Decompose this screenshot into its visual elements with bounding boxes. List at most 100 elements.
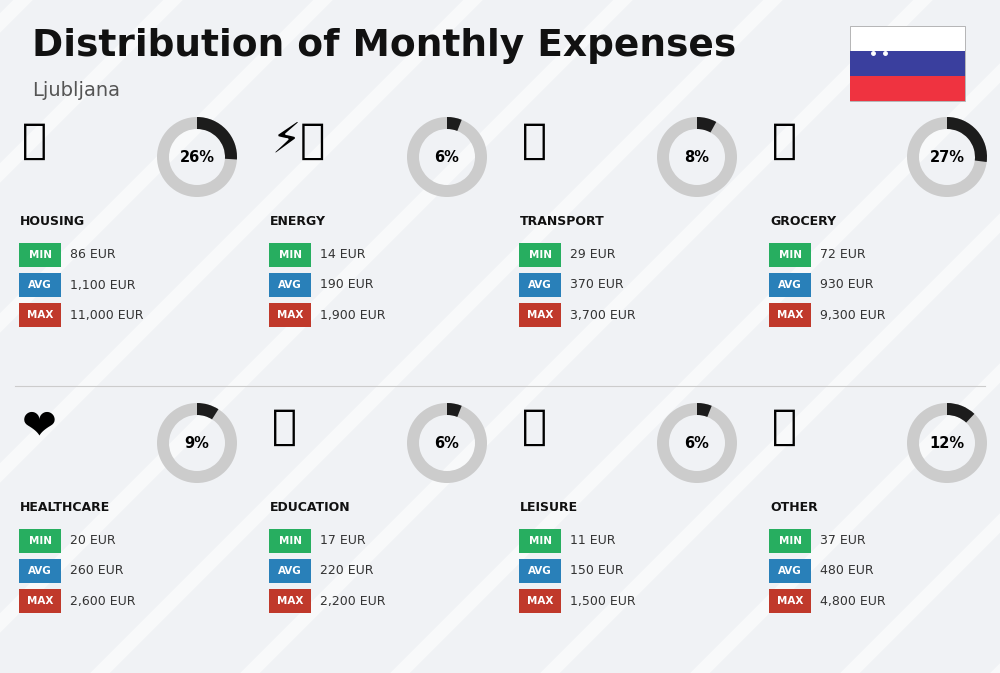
Text: 26%: 26%	[180, 149, 215, 164]
Text: AVG: AVG	[278, 566, 302, 576]
Text: MIN: MIN	[778, 250, 802, 260]
Text: 190 EUR: 190 EUR	[320, 279, 374, 291]
Text: Distribution of Monthly Expenses: Distribution of Monthly Expenses	[32, 28, 736, 64]
Wedge shape	[197, 403, 218, 419]
Wedge shape	[197, 117, 237, 160]
Text: 14 EUR: 14 EUR	[320, 248, 366, 262]
Text: 9,300 EUR: 9,300 EUR	[820, 308, 886, 322]
FancyBboxPatch shape	[19, 273, 61, 297]
FancyBboxPatch shape	[269, 589, 311, 613]
FancyBboxPatch shape	[519, 529, 561, 553]
Text: MIN: MIN	[28, 250, 52, 260]
Text: MIN: MIN	[28, 536, 52, 546]
Wedge shape	[947, 117, 987, 162]
Text: Ljubljana: Ljubljana	[32, 81, 120, 100]
Text: 260 EUR: 260 EUR	[70, 565, 124, 577]
Wedge shape	[657, 403, 737, 483]
Text: HEALTHCARE: HEALTHCARE	[20, 501, 110, 514]
Text: ⚡🏠: ⚡🏠	[272, 120, 326, 162]
Text: 11 EUR: 11 EUR	[570, 534, 616, 548]
Text: 2,600 EUR: 2,600 EUR	[70, 594, 136, 608]
Text: 20 EUR: 20 EUR	[70, 534, 116, 548]
FancyBboxPatch shape	[269, 303, 311, 327]
Wedge shape	[697, 403, 712, 417]
Text: EDUCATION: EDUCATION	[270, 501, 351, 514]
Text: MIN: MIN	[778, 536, 802, 546]
FancyBboxPatch shape	[519, 589, 561, 613]
FancyBboxPatch shape	[19, 589, 61, 613]
Wedge shape	[657, 117, 737, 197]
Text: 72 EUR: 72 EUR	[820, 248, 866, 262]
Text: HOUSING: HOUSING	[20, 215, 85, 228]
Wedge shape	[907, 403, 987, 483]
Text: 6%: 6%	[435, 149, 459, 164]
Text: 2,200 EUR: 2,200 EUR	[320, 594, 386, 608]
Text: MAX: MAX	[27, 310, 53, 320]
Text: MAX: MAX	[527, 310, 553, 320]
FancyBboxPatch shape	[769, 303, 811, 327]
Text: AVG: AVG	[528, 280, 552, 290]
Text: 12%: 12%	[929, 435, 965, 450]
Text: MAX: MAX	[777, 596, 803, 606]
Text: ❤: ❤	[22, 406, 57, 448]
Text: AVG: AVG	[28, 566, 52, 576]
FancyBboxPatch shape	[850, 50, 965, 76]
FancyBboxPatch shape	[269, 529, 311, 553]
FancyBboxPatch shape	[769, 559, 811, 583]
FancyBboxPatch shape	[19, 559, 61, 583]
Text: MAX: MAX	[277, 596, 303, 606]
FancyBboxPatch shape	[769, 529, 811, 553]
Text: AVG: AVG	[278, 280, 302, 290]
Text: 9%: 9%	[185, 435, 209, 450]
FancyBboxPatch shape	[19, 303, 61, 327]
Text: 930 EUR: 930 EUR	[820, 279, 874, 291]
Text: 86 EUR: 86 EUR	[70, 248, 116, 262]
Text: 370 EUR: 370 EUR	[570, 279, 624, 291]
Text: 🛍: 🛍	[522, 406, 547, 448]
FancyBboxPatch shape	[769, 243, 811, 267]
Text: 🚌: 🚌	[522, 120, 547, 162]
Text: AVG: AVG	[778, 280, 802, 290]
Text: 150 EUR: 150 EUR	[570, 565, 624, 577]
Wedge shape	[697, 117, 716, 133]
Text: 29 EUR: 29 EUR	[570, 248, 616, 262]
FancyBboxPatch shape	[269, 243, 311, 267]
FancyBboxPatch shape	[519, 559, 561, 583]
Wedge shape	[157, 403, 237, 483]
Text: 4,800 EUR: 4,800 EUR	[820, 594, 886, 608]
Text: MIN: MIN	[279, 536, 302, 546]
Text: 37 EUR: 37 EUR	[820, 534, 866, 548]
Text: OTHER: OTHER	[770, 501, 818, 514]
FancyBboxPatch shape	[19, 529, 61, 553]
Text: GROCERY: GROCERY	[770, 215, 836, 228]
Text: MIN: MIN	[279, 250, 302, 260]
Text: 1,100 EUR: 1,100 EUR	[70, 279, 136, 291]
Text: MIN: MIN	[528, 250, 552, 260]
Text: 🎓: 🎓	[272, 406, 297, 448]
Wedge shape	[947, 403, 974, 423]
FancyBboxPatch shape	[19, 243, 61, 267]
Text: MIN: MIN	[528, 536, 552, 546]
FancyBboxPatch shape	[519, 303, 561, 327]
Text: 1,900 EUR: 1,900 EUR	[320, 308, 386, 322]
Wedge shape	[407, 403, 487, 483]
FancyBboxPatch shape	[769, 273, 811, 297]
Text: ENERGY: ENERGY	[270, 215, 326, 228]
Text: 6%: 6%	[685, 435, 709, 450]
FancyBboxPatch shape	[269, 559, 311, 583]
FancyBboxPatch shape	[850, 76, 965, 101]
Wedge shape	[157, 117, 237, 197]
Text: 8%: 8%	[685, 149, 710, 164]
Text: AVG: AVG	[778, 566, 802, 576]
Text: 🛒: 🛒	[772, 120, 797, 162]
FancyBboxPatch shape	[269, 273, 311, 297]
Text: 🏢: 🏢	[22, 120, 47, 162]
FancyBboxPatch shape	[850, 26, 965, 101]
Text: 220 EUR: 220 EUR	[320, 565, 374, 577]
Text: MAX: MAX	[277, 310, 303, 320]
Wedge shape	[907, 117, 987, 197]
Text: 27%: 27%	[930, 149, 965, 164]
Text: 💰: 💰	[772, 406, 797, 448]
Text: 3,700 EUR: 3,700 EUR	[570, 308, 636, 322]
Text: 6%: 6%	[435, 435, 459, 450]
